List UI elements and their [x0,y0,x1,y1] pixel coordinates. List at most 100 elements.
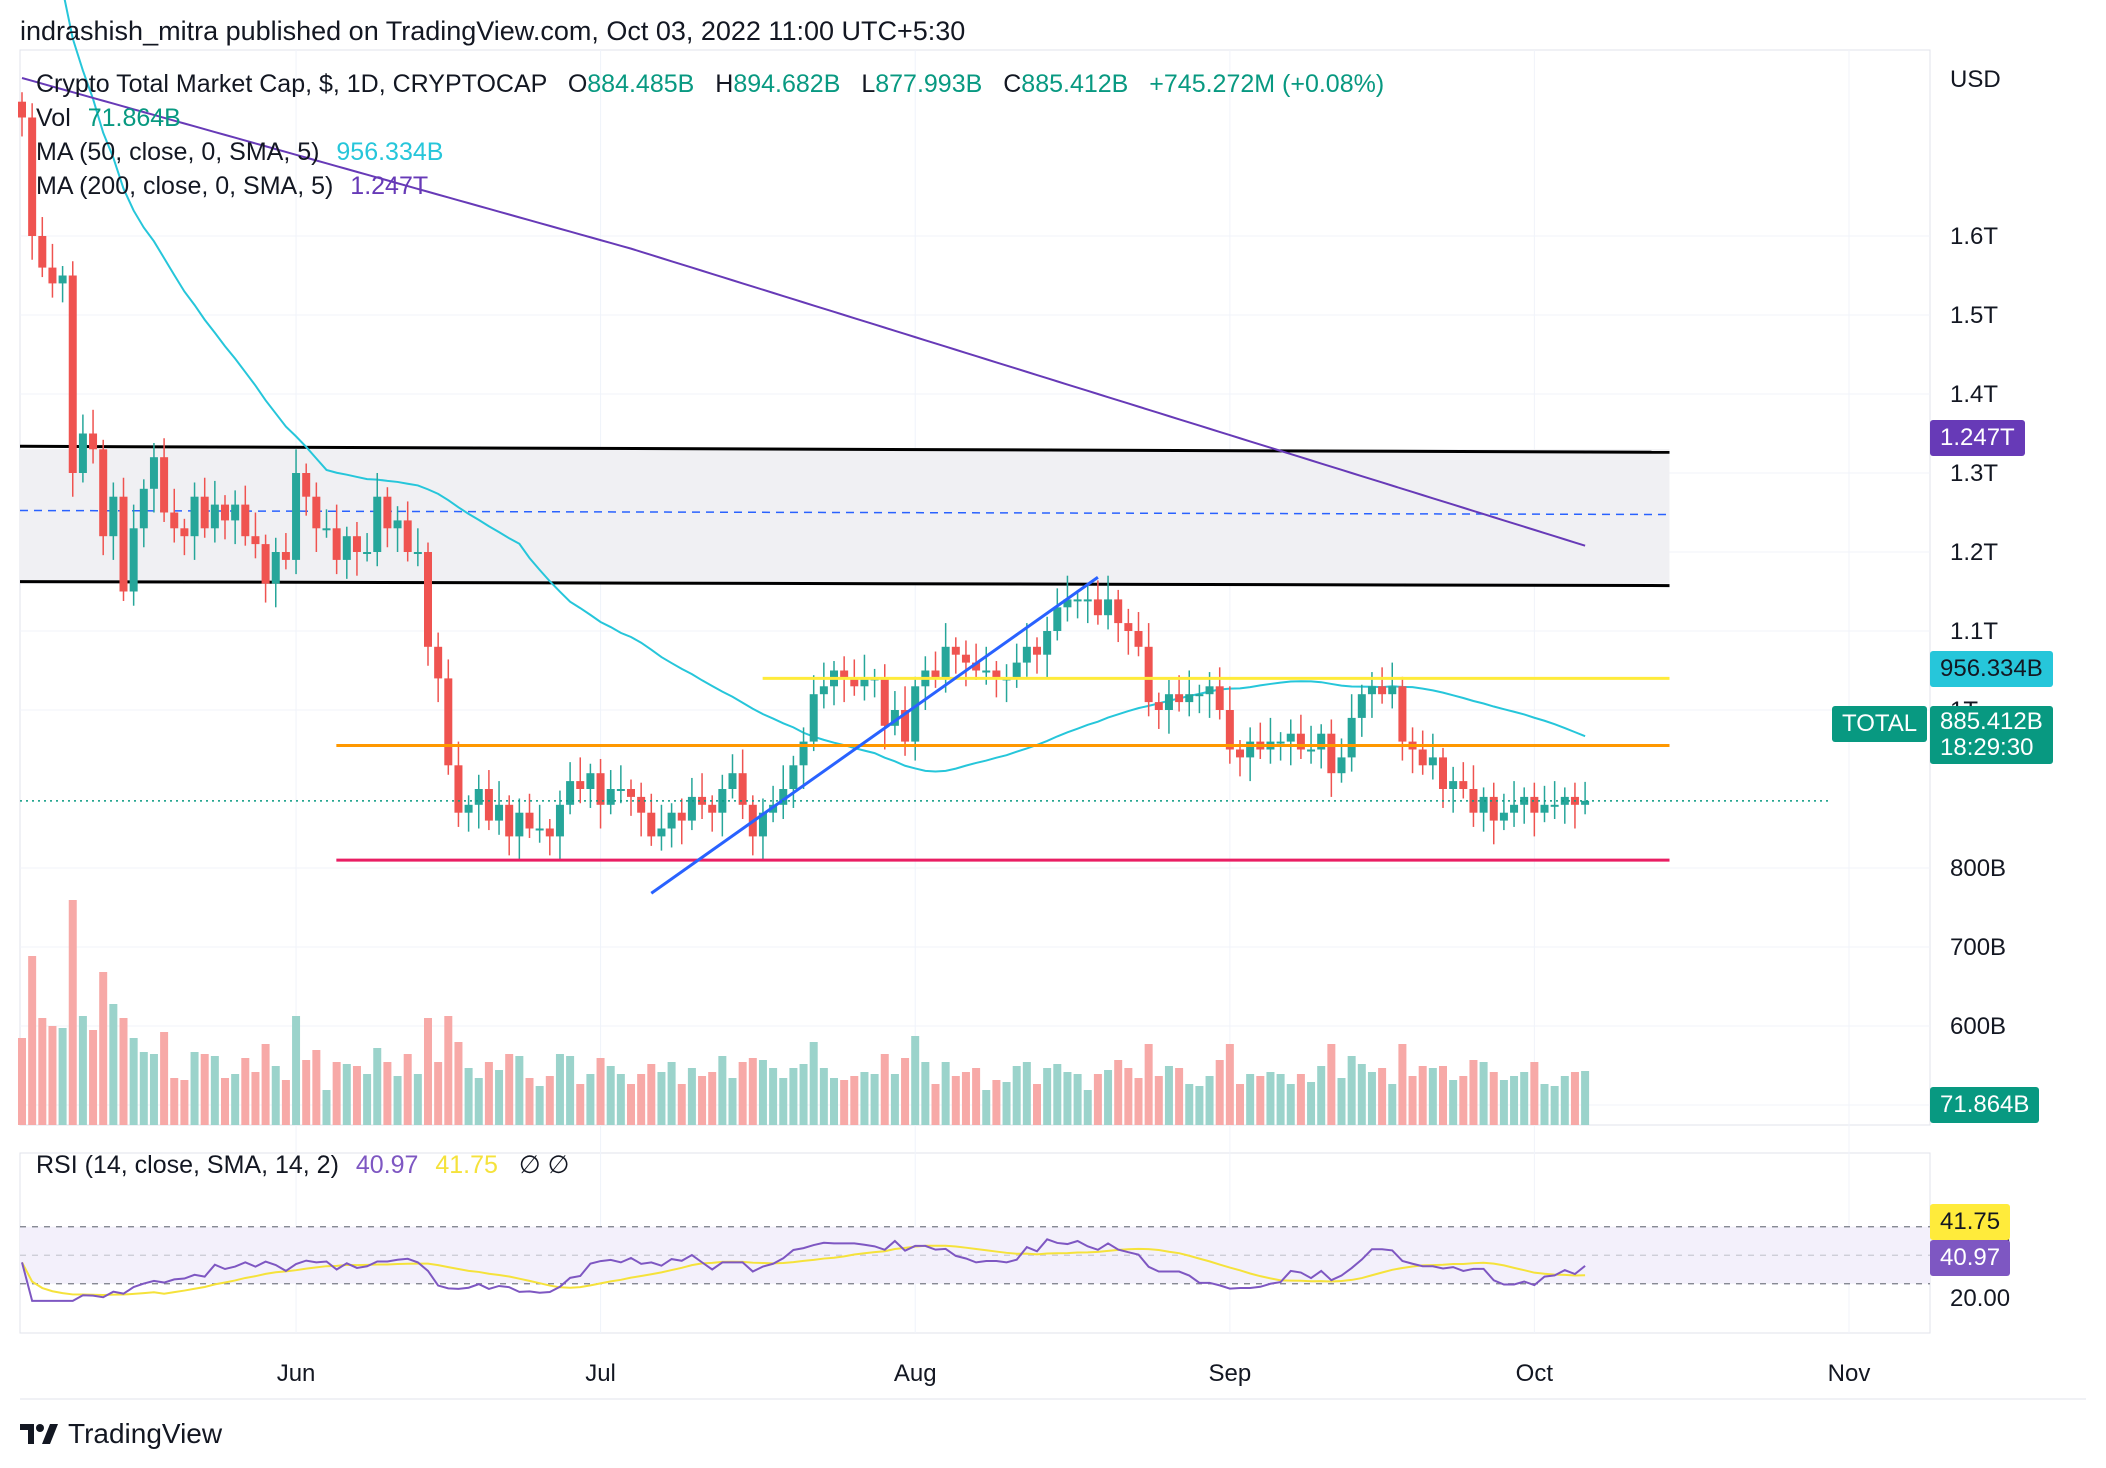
candle-body [363,552,372,554]
volume-bar [312,1050,321,1125]
volume-bar [1195,1086,1204,1125]
candle-body [149,457,158,489]
volume-bar [160,1032,169,1125]
volume-bar [281,1080,290,1125]
candle-body [231,504,240,521]
volume-bar [1469,1060,1478,1125]
candle-body [403,520,412,552]
volume-bar [728,1078,737,1125]
moving-averages [21,0,1586,773]
volume-bar [525,1078,534,1125]
candle-body [251,536,260,545]
volume-bar [931,1084,940,1125]
volume-bar [840,1080,849,1125]
volume-bar [687,1068,696,1125]
volume-bar [1104,1070,1113,1125]
candle-body [89,433,98,450]
candle-body [474,789,483,805]
volume-bar [413,1074,422,1125]
volume-bar [1327,1044,1336,1125]
price-tick-label: 1.5T [1950,302,1998,329]
volume-bar [383,1062,392,1125]
volume-bar [789,1068,798,1125]
candle-body [271,552,280,584]
candle-body [616,789,625,791]
volume-bar [99,972,108,1125]
volume-bar [850,1076,859,1125]
volume-bar [1043,1068,1052,1125]
candle-body [58,275,67,284]
candle-body [342,536,351,560]
ma200-legend[interactable]: MA (200, close, 0, SMA, 5) 1.247T [36,172,428,201]
ma50-label: MA (50, close, 0, SMA, 5) [36,138,320,166]
candle-body [424,552,432,647]
candle-body [1428,757,1437,766]
price-tick-label: 1.6T [1950,223,1998,250]
volume-bar [495,1070,504,1125]
price-tick-label: 1.3T [1950,460,1998,487]
candle-body [444,678,453,766]
volume-bar [505,1054,514,1125]
volume-legend[interactable]: Vol 71.864B [36,104,181,133]
candle-body [1499,812,1508,821]
candle-body [992,670,1001,679]
candle-body [413,552,422,554]
candle-body [1093,599,1102,616]
ma50-value: 956.334B [336,138,444,166]
candle-body [576,781,585,789]
volume-bar [1317,1066,1326,1125]
volume-bar [231,1074,240,1125]
vol-label: Vol [36,104,71,132]
ma200-price-tag: 1.247T [1930,420,2025,456]
volume-bar [1550,1086,1559,1125]
candle-body [170,512,179,529]
volume-bar [434,1062,443,1125]
drawings [20,576,1830,895]
candle-body [383,496,392,529]
ohlc-low: 877.993B [875,70,983,98]
volume-bar [1124,1068,1133,1125]
last-price-tag: 885.412B 18:29:30 [1930,706,2053,764]
candle-body [647,812,656,837]
time-tick-label: Aug [894,1360,937,1387]
volume-bar [1357,1064,1366,1125]
candle-body [627,789,635,797]
candle-body [1083,599,1092,602]
volume-bar [545,1076,554,1125]
volume-bar [38,1018,47,1125]
volume-bar [515,1056,524,1125]
candle-body [1388,686,1397,695]
volume-bar [1520,1072,1529,1125]
volume-bar [129,1038,138,1125]
volume-bar [992,1080,1001,1125]
time-tick-label: Jun [277,1360,316,1387]
volume-bar [1033,1084,1041,1125]
candle-body [606,789,615,805]
trend-line [650,576,1099,895]
candle-body [555,804,564,837]
publisher-line: indrashish_mitra published on TradingVie… [20,16,966,46]
rsi-legend[interactable]: RSI (14, close, SMA, 14, 2) 40.97 41.75 … [36,1150,569,1180]
volume-bar [1073,1074,1082,1125]
zone-top-line [19,444,1670,454]
candle-body [210,504,219,529]
symbol-legend[interactable]: Crypto Total Market Cap, $, 1D, CRYPTOCA… [36,70,1384,99]
candle-body [38,236,47,268]
candle-body [464,804,473,813]
volume-bar [941,1062,950,1125]
volume-tag: 71.864B [1930,1087,2040,1123]
volume-bar [342,1064,351,1125]
candle-body [119,496,128,592]
rsi-label: RSI (14, close, SMA, 14, 2) [36,1151,339,1179]
candle-body [535,828,544,831]
volume-bar [1560,1076,1569,1125]
ma50-legend[interactable]: MA (50, close, 0, SMA, 5) 956.334B [36,138,443,167]
volume-bar [363,1074,372,1125]
volume-bar [1083,1090,1092,1125]
candle-body [951,646,960,655]
candle-body [1124,623,1133,631]
candle-body [1560,796,1569,805]
candle-body [1276,741,1285,744]
tradingview-logo[interactable]: TradingView [20,1418,222,1450]
